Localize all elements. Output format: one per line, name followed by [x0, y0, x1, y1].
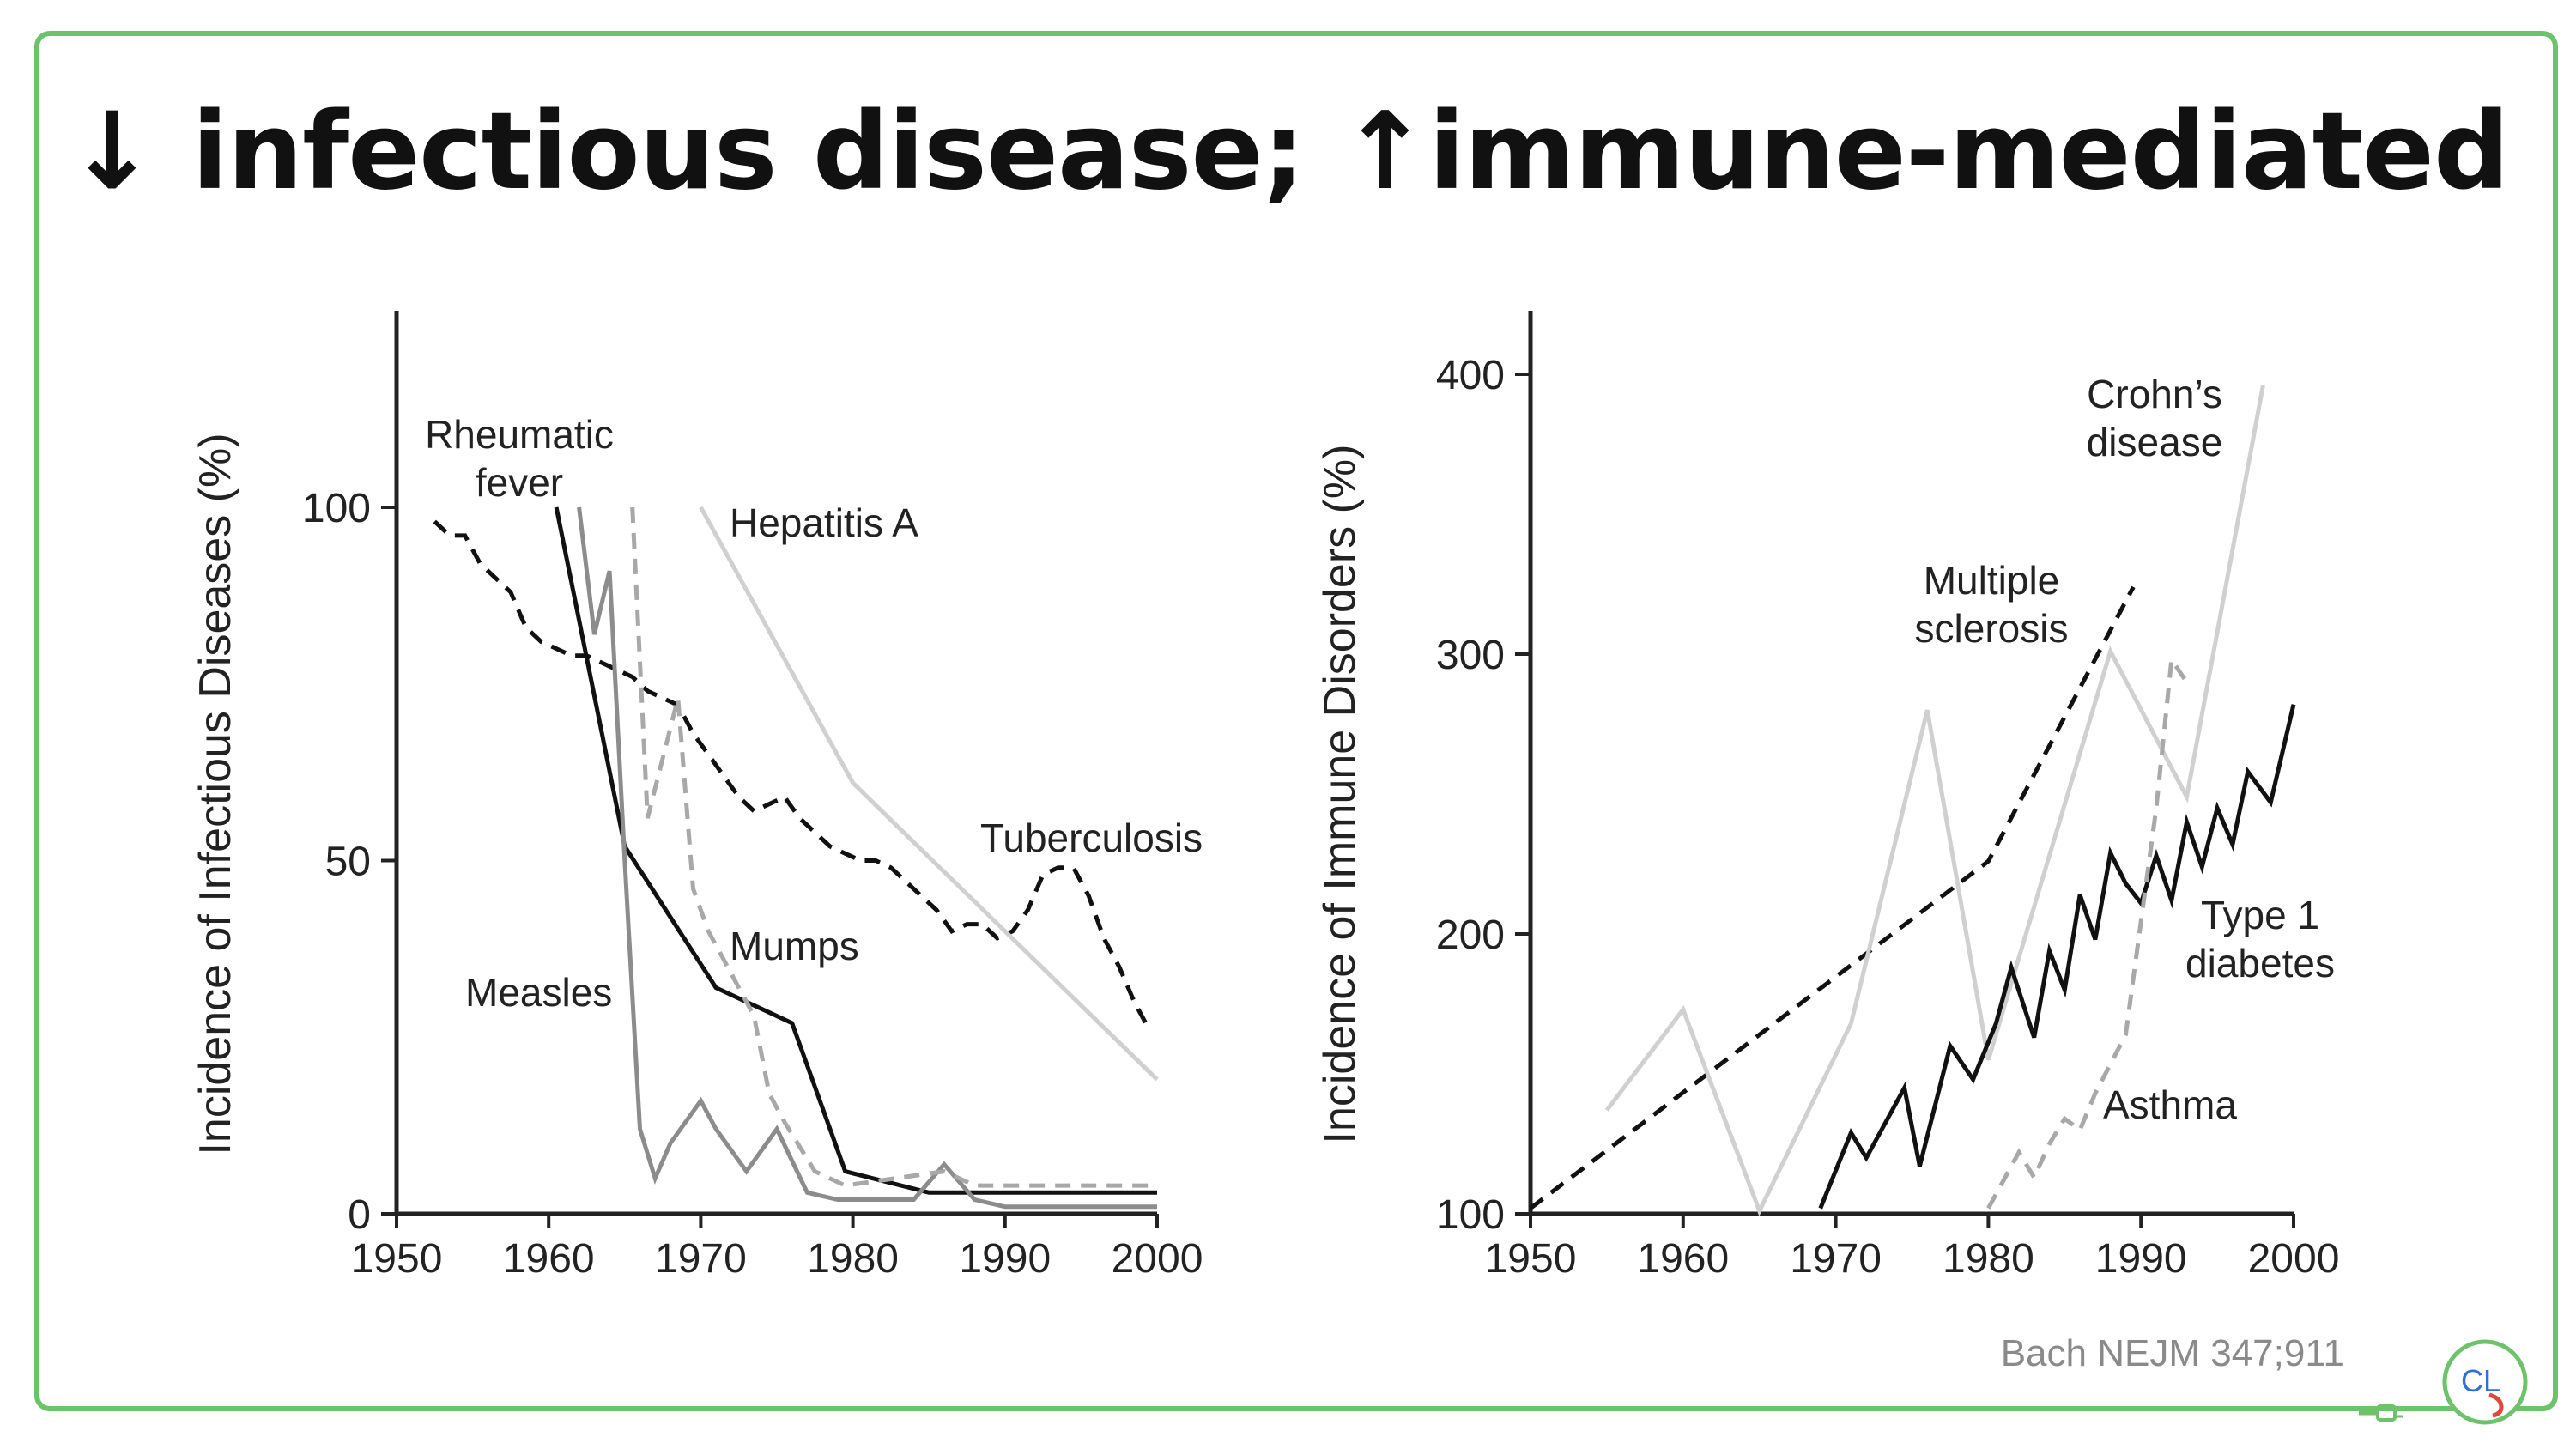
annotation-rheumatic-fever: Rheumatic fever [425, 412, 614, 505]
left-x-tick-label-1980: 1980 [807, 1236, 899, 1282]
right-y-tick-label-200: 200 [1436, 912, 1505, 958]
citation: Bach NEJM 347;911 [2000, 1332, 2344, 1374]
series-hepatitis-a [699, 506, 1159, 1082]
series-asthma [1986, 653, 2189, 1210]
left-x-tick-label-1990: 1990 [959, 1236, 1051, 1282]
right-y-tick-label-300: 300 [1436, 633, 1505, 678]
annotation-mumps: Mumps [730, 924, 859, 968]
slide-frame [34, 31, 2558, 1411]
left-series [433, 506, 1159, 1210]
right-x-tick-label-1950: 1950 [1485, 1236, 1577, 1282]
right-x-tick-label-1980: 1980 [1943, 1236, 2034, 1282]
right-x-tick-label-2000: 2000 [2248, 1236, 2340, 1282]
right-x-tick-label-1960: 1960 [1637, 1236, 1729, 1282]
left-annotations: Rheumatic fever Hepatitis A Tuberculosis … [425, 412, 1203, 1015]
annotation-crohns-disease: Crohn’s disease [2087, 372, 2223, 464]
series-mumps [630, 506, 1157, 1188]
left-y-axis-label: Incidence of Infectious Diseases (%) [191, 433, 240, 1155]
annotation-type-1-diabetes: Type 1 diabetes [2185, 893, 2335, 985]
annotation-hepatitis-a: Hepatitis A [730, 500, 918, 545]
annotation-asthma: Asthma [2103, 1082, 2237, 1127]
right-x-tick-label-1990: 1990 [2095, 1236, 2187, 1282]
left-y-tick-label-100: 100 [302, 486, 371, 531]
left-x-tick-label-1970: 1970 [655, 1236, 747, 1282]
annotation-tuberculosis: Tuberculosis [980, 815, 1203, 860]
infectious-disease-chart: 1950 1960 1970 1980 1990 2000 0 50 100 Rheumatic… [191, 311, 1203, 1282]
series-tuberculosis [433, 519, 1152, 1032]
left-x-tick-label-1960: 1960 [503, 1236, 595, 1282]
right-y-axis-label: Incidence of Immune Disorders (%) [1315, 445, 1365, 1144]
immune-disorders-chart: 1950 1960 1970 1980 1990 2000 100 200 300 400 Cro… [1315, 311, 2339, 1282]
right-y-tick-label-400: 400 [1436, 353, 1505, 398]
series-measles [577, 506, 1157, 1210]
left-x-tick-label-1950: 1950 [351, 1236, 443, 1282]
series-type-1-diabetes [1818, 704, 2296, 1210]
left-y-tick-label-50: 50 [325, 840, 371, 885]
plug-icon [2359, 1404, 2403, 1422]
cl-logo-icon: CL [2442, 1339, 2528, 1425]
right-axes: 1950 1960 1970 1980 1990 2000 100 200 300 400 [1436, 311, 2339, 1282]
annotation-multiple-sclerosis: Multiple sclerosis [1915, 558, 2069, 651]
left-x-tick-label-2000: 2000 [1112, 1236, 1203, 1282]
series-multiple-sclerosis [1529, 585, 2136, 1210]
left-y-tick-label-0: 0 [348, 1192, 371, 1238]
right-series [1529, 385, 2296, 1216]
annotation-measles: Measles [465, 970, 612, 1015]
right-x-tick-label-1970: 1970 [1790, 1236, 1882, 1282]
right-y-tick-label-100: 100 [1436, 1192, 1505, 1238]
left-axes: 1950 1960 1970 1980 1990 2000 0 50 100 [302, 311, 1203, 1282]
slide-title: ↓ infectious disease; ↑immune-mediated [67, 90, 2509, 214]
svg-text:CL: CL [2461, 1363, 2500, 1398]
